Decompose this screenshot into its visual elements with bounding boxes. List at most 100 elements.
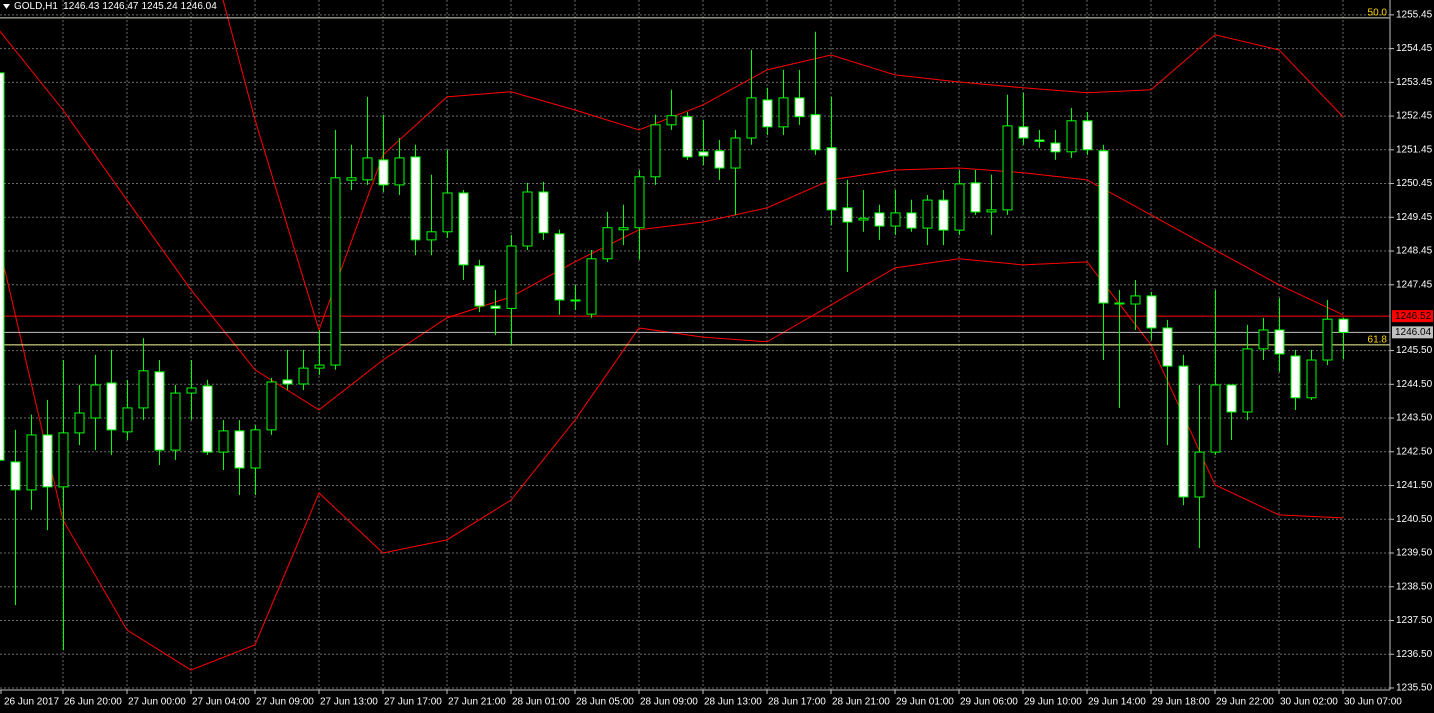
price-label-box [1392, 326, 1433, 339]
x-tick-label: 28 Jun 17:00 [768, 697, 826, 708]
candle-body [1146, 295, 1157, 329]
y-tick-label: 1239.50 [1396, 548, 1433, 559]
candle-body [378, 159, 389, 186]
candle-body [1162, 327, 1173, 367]
candle-body [906, 212, 917, 229]
candle-body [1274, 329, 1285, 355]
y-tick-label: 1250.45 [1396, 178, 1433, 189]
candle-body [154, 371, 165, 451]
y-tick-label: 1242.50 [1396, 446, 1433, 457]
candle-body [1226, 384, 1237, 413]
candle-body [426, 231, 437, 241]
candle-body [810, 114, 821, 151]
candle-body [954, 183, 965, 231]
price-label-box [1392, 310, 1433, 323]
candle-body [1098, 150, 1109, 304]
candle-body [634, 176, 645, 229]
menu-triangle[interactable] [3, 4, 10, 9]
candle-body [1050, 142, 1061, 153]
candle-body [746, 97, 757, 139]
header: GOLD,H1 1246.43 1246.47 1245.24 1246.04 [3, 1, 217, 12]
candle-body [394, 157, 405, 186]
x-tick-label: 26 Jun 2017 [4, 697, 59, 708]
fibo-level-label: 50.0 [1368, 8, 1388, 19]
candle-body [874, 212, 885, 227]
x-tick-label: 27 Jun 00:00 [128, 697, 186, 708]
candle-body [106, 382, 117, 431]
candle-body [458, 192, 469, 266]
y-tick-label: 1249.45 [1396, 212, 1433, 223]
candle-body [506, 245, 517, 309]
y-tick-label: 1243.50 [1396, 413, 1433, 424]
x-tick-label: 30 Jun 02:00 [1280, 697, 1338, 708]
header-text: GOLD,H1 1246.43 1246.47 1245.24 1246.04 [14, 1, 217, 12]
candle-body [298, 367, 309, 385]
y-tick-label: 1238.50 [1396, 581, 1433, 592]
candle-body [970, 182, 981, 213]
plot-area [0, 0, 1390, 671]
y-tick-label: 1236.50 [1396, 649, 1433, 660]
x-tick-label: 26 Jun 20:00 [64, 697, 122, 708]
candle-body [1242, 348, 1253, 413]
x-tick-label: 27 Jun 21:00 [448, 697, 506, 708]
candle-body [1338, 318, 1349, 333]
candle-body [730, 137, 741, 169]
candle-body [986, 209, 997, 213]
x-tick-label: 29 Jun 10:00 [1024, 697, 1082, 708]
candle-body [314, 364, 325, 369]
candle-body [42, 434, 53, 488]
y-tick-label: 1245.50 [1396, 345, 1433, 356]
candle-body [1034, 139, 1045, 142]
candle-body [0, 72, 5, 461]
candle-body [1290, 355, 1301, 399]
candle-body [1114, 302, 1125, 305]
fibo-level-label: 61.8 [1368, 334, 1388, 345]
x-tick-label: 29 Jun 14:00 [1088, 697, 1146, 708]
candle-body [682, 116, 693, 158]
y-tick-label: 1251.45 [1396, 144, 1433, 155]
candle-body [346, 177, 357, 181]
x-tick-label: 29 Jun 18:00 [1152, 697, 1210, 708]
price-label: 1246.04 [1395, 327, 1432, 338]
candle-body [922, 199, 933, 229]
candle-body [202, 385, 213, 453]
candle-body [490, 305, 501, 309]
candle-body [1306, 359, 1317, 399]
band-line [0, 30, 1344, 411]
candle-body [122, 407, 133, 433]
candle-body [410, 156, 421, 241]
x-tick-label: 30 Jun 07:00 [1344, 697, 1402, 708]
x-tick-label: 28 Jun 01:00 [512, 697, 570, 708]
candle-body [826, 147, 837, 211]
candle-body [1130, 295, 1141, 305]
candle-body [74, 412, 85, 434]
x-tick-label: 29 Jun 01:00 [896, 697, 954, 708]
candle-body [90, 384, 101, 419]
candle-body [858, 217, 869, 221]
candle-body [794, 97, 805, 118]
symbol: GOLD,H1 [14, 1, 58, 12]
y-tick-label: 1248.45 [1396, 246, 1433, 257]
candle-body [650, 124, 661, 178]
candle-body [554, 233, 565, 301]
candle-body [1322, 318, 1333, 361]
candle-body [1210, 384, 1221, 453]
candle-body [1018, 126, 1029, 139]
y-tick-label: 1244.50 [1396, 379, 1433, 390]
candle-body [138, 370, 149, 409]
x-tick-label: 27 Jun 17:00 [384, 697, 442, 708]
candle-body [330, 177, 341, 366]
candle-body [1002, 125, 1013, 211]
low-value: 1245.24 [141, 1, 178, 12]
candle-body [26, 434, 37, 491]
y-tick-label: 1255.45 [1396, 9, 1433, 20]
high-value: 1246.47 [102, 1, 139, 12]
x-tick-label: 29 Jun 06:00 [960, 697, 1018, 708]
candle-body [250, 429, 261, 469]
candle-body [170, 392, 181, 451]
candle-body [890, 212, 901, 227]
x-tick-label: 27 Jun 04:00 [192, 697, 250, 708]
x-tick-label: 27 Jun 13:00 [320, 697, 378, 708]
